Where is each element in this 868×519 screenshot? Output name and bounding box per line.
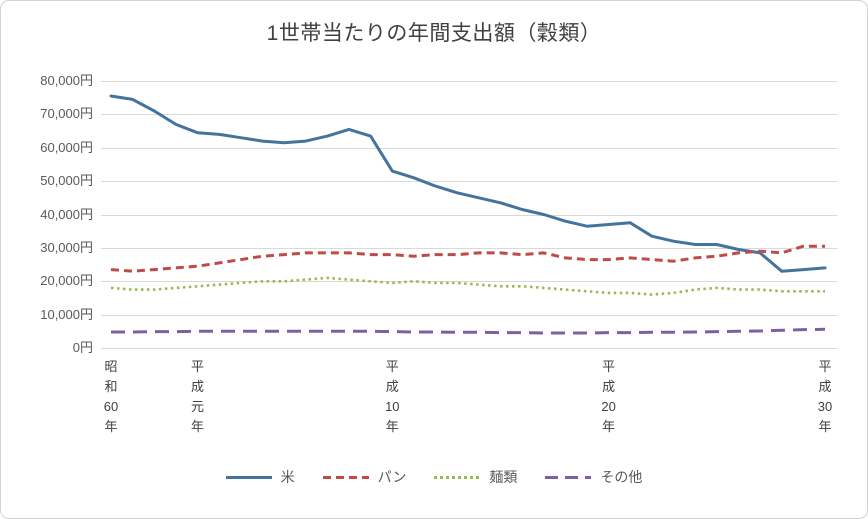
x-axis-label-segment: 成: [818, 379, 832, 394]
x-axis-label-segment: 成: [602, 379, 616, 394]
x-axis-label-segment: 20: [601, 399, 616, 414]
series-line-米: [109, 94, 827, 273]
series-line-パン: [110, 244, 825, 273]
legend-item-bread: パン: [322, 467, 407, 487]
legend-line-other-icon: [545, 475, 592, 479]
legend: 米 パン 麺類 その他: [1, 467, 867, 487]
x-axis-label-heisei20: 平 成 20 年: [601, 357, 615, 437]
y-axis-label: 80,000円: [40, 73, 93, 88]
legend-line-noodles-icon: [434, 475, 481, 479]
x-axis-label-segment: 成: [385, 379, 399, 394]
y-axis-label: 0円: [72, 340, 93, 355]
x-axis-label-segment: 元: [190, 399, 205, 414]
y-axis: 80,000円 70,000円 60,000円 50,000円 40,000円 …: [1, 73, 93, 356]
legend-item-other: その他: [545, 467, 642, 487]
x-axis-label-segment: 年: [602, 419, 616, 434]
legend-item-rice: 米: [225, 467, 295, 487]
legend-label: 麺類: [489, 469, 518, 485]
x-axis-label-segment: 成: [190, 379, 205, 394]
x-axis-label-heisei1: 平 成 元 年: [191, 357, 204, 437]
x-axis-label-heisei30: 平 成 30 年: [818, 357, 832, 437]
x-axis-label-segment: 年: [190, 419, 205, 434]
series-line-麺類: [110, 276, 825, 296]
x-axis-label-segment: 平: [602, 359, 616, 374]
legend-label: 米: [280, 469, 295, 485]
legend-label: パン: [377, 469, 407, 485]
x-axis-label-segment: 和: [104, 379, 118, 394]
x-axis-label-segment: 平: [818, 359, 832, 374]
y-axis-label: 20,000円: [40, 273, 93, 289]
x-axis-label-heisei10: 平 成 10 年: [385, 357, 399, 437]
x-axis-label-segment: 年: [385, 419, 399, 434]
x-axis-label-segment: 60: [103, 399, 119, 414]
y-axis-label: 50,000円: [40, 173, 93, 189]
x-axis-label-segment: 年: [104, 419, 118, 434]
legend-item-noodles: 麺類: [434, 467, 517, 487]
y-axis-label: 70,000円: [40, 106, 93, 122]
y-axis-label: 40,000円: [40, 206, 93, 222]
x-axis-label-segment: 平: [385, 359, 399, 374]
y-axis-label: 10,000円: [40, 306, 93, 322]
series-line-その他: [111, 327, 826, 335]
x-axis-label-segment: 30: [817, 399, 833, 414]
x-axis-label-segment: 昭: [104, 359, 118, 374]
legend-line-rice-icon: [225, 475, 272, 479]
legend-label: その他: [600, 469, 643, 485]
x-axis-label-segment: 10: [385, 399, 400, 414]
legend-line-bread-icon: [322, 475, 369, 479]
x-axis-label-segment: 平: [190, 359, 205, 374]
x-axis-label-showa60: 昭 和 60 年: [104, 357, 118, 437]
chart-title: 1世帯当たりの年間支出額（穀類）: [266, 22, 602, 45]
x-axis-label-segment: 年: [818, 419, 832, 434]
y-axis-label: 60,000円: [40, 139, 93, 155]
y-axis-label: 30,000円: [40, 239, 93, 255]
